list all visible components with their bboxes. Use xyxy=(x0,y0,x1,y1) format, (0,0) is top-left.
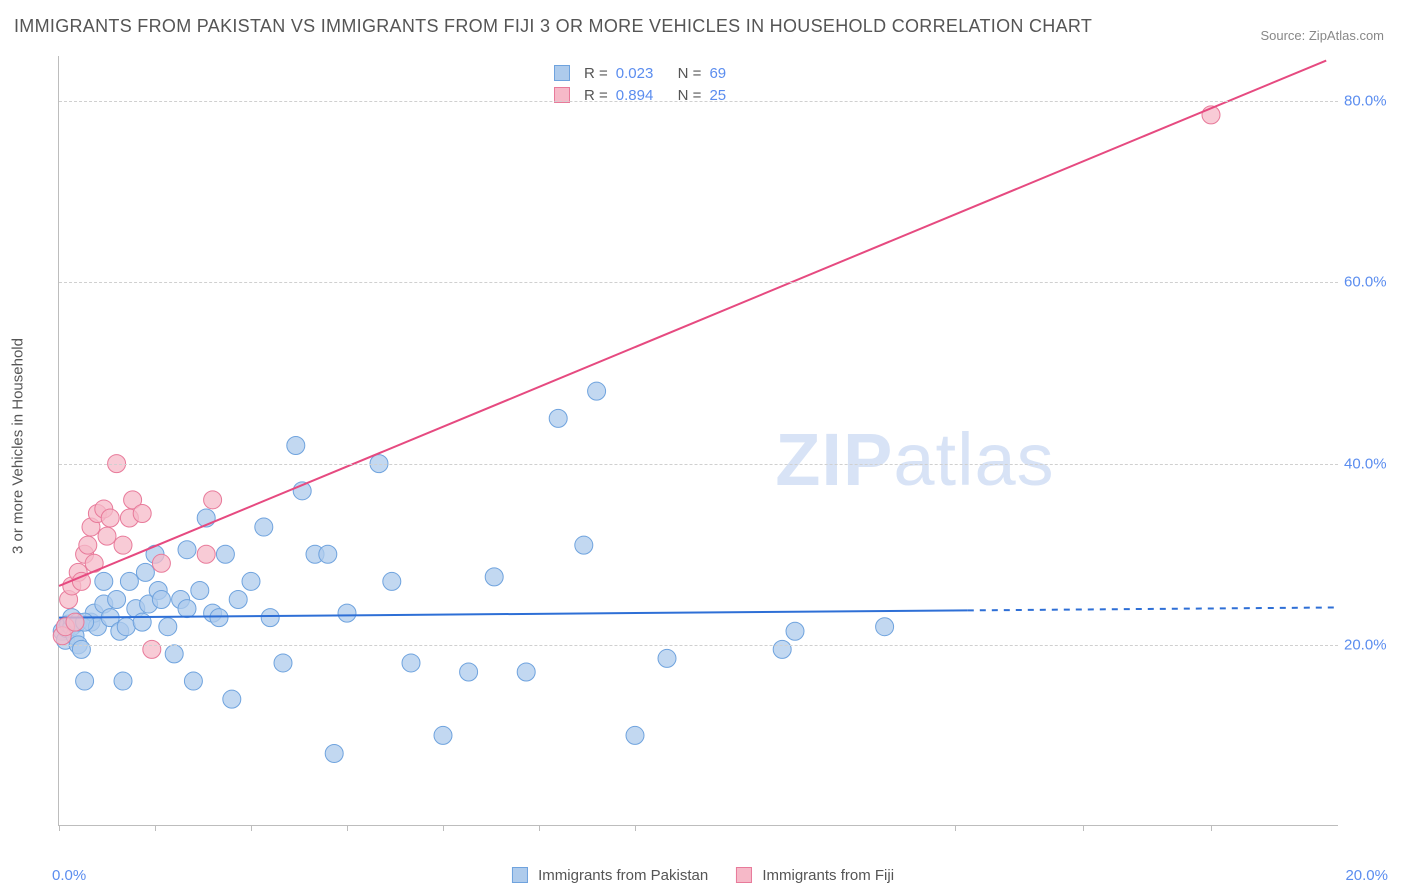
data-point-pakistan xyxy=(460,663,478,681)
r-label: R = xyxy=(584,85,608,107)
data-point-pakistan xyxy=(191,581,209,599)
gridline-h xyxy=(59,282,1338,283)
data-point-pakistan xyxy=(434,726,452,744)
data-point-fiji xyxy=(101,509,119,527)
data-point-pakistan xyxy=(114,672,132,690)
data-point-fiji xyxy=(79,536,97,554)
data-point-pakistan xyxy=(485,568,503,586)
data-point-pakistan xyxy=(658,649,676,667)
x-tick xyxy=(1083,825,1084,831)
data-point-pakistan xyxy=(210,609,228,627)
data-point-pakistan xyxy=(876,618,894,636)
data-point-pakistan xyxy=(223,690,241,708)
data-point-pakistan xyxy=(76,672,94,690)
data-point-pakistan xyxy=(319,545,337,563)
data-point-pakistan xyxy=(383,572,401,590)
data-point-pakistan xyxy=(108,591,126,609)
x-tick xyxy=(635,825,636,831)
data-point-pakistan xyxy=(575,536,593,554)
legend-item-fiji: Immigrants from Fiji xyxy=(736,867,894,884)
data-point-fiji xyxy=(114,536,132,554)
data-point-pakistan xyxy=(72,640,90,658)
r-value-fiji: 0.894 xyxy=(616,85,654,107)
data-point-pakistan xyxy=(626,726,644,744)
series-legend: Immigrants from Pakistan Immigrants from… xyxy=(512,867,894,884)
data-point-pakistan xyxy=(152,591,170,609)
data-point-fiji xyxy=(66,613,84,631)
chart-title: IMMIGRANTS FROM PAKISTAN VS IMMIGRANTS F… xyxy=(14,16,1092,37)
data-point-pakistan xyxy=(184,672,202,690)
x-tick xyxy=(955,825,956,831)
data-point-pakistan xyxy=(136,563,154,581)
plot-svg xyxy=(59,56,1338,825)
data-point-fiji xyxy=(98,527,116,545)
swatch-fiji-icon xyxy=(736,867,752,883)
n-value-pakistan: 69 xyxy=(709,63,726,85)
n-value-fiji: 25 xyxy=(709,85,726,107)
x-tick xyxy=(347,825,348,831)
data-point-pakistan xyxy=(588,382,606,400)
gridline-h xyxy=(59,464,1338,465)
data-point-pakistan xyxy=(165,645,183,663)
legend-row-fiji: R = 0.894 N = 25 xyxy=(554,85,726,107)
data-point-pakistan xyxy=(242,572,260,590)
y-tick-label: 20.0% xyxy=(1344,636,1396,653)
r-label: R = xyxy=(584,63,608,85)
x-tick xyxy=(539,825,540,831)
legend-row-pakistan: R = 0.023 N = 69 xyxy=(554,63,726,85)
y-axis-title: 3 or more Vehicles in Household xyxy=(10,338,27,554)
legend-label-pakistan: Immigrants from Pakistan xyxy=(538,867,708,884)
data-point-fiji xyxy=(143,640,161,658)
x-tick xyxy=(59,825,60,831)
n-label: N = xyxy=(678,85,702,107)
data-point-fiji xyxy=(152,554,170,572)
data-point-pakistan xyxy=(517,663,535,681)
data-point-pakistan xyxy=(178,600,196,618)
data-point-pakistan xyxy=(216,545,234,563)
data-point-pakistan xyxy=(338,604,356,622)
legend-item-pakistan: Immigrants from Pakistan xyxy=(512,867,708,884)
x-tick xyxy=(251,825,252,831)
x-tick xyxy=(443,825,444,831)
data-point-pakistan xyxy=(117,618,135,636)
gridline-h xyxy=(59,645,1338,646)
data-point-pakistan xyxy=(95,572,113,590)
gridline-h xyxy=(59,101,1338,102)
r-value-pakistan: 0.023 xyxy=(616,63,654,85)
data-point-pakistan xyxy=(229,591,247,609)
x-end-label: 20.0% xyxy=(1345,867,1388,884)
y-tick-label: 80.0% xyxy=(1344,93,1396,110)
data-point-pakistan xyxy=(773,640,791,658)
data-point-pakistan xyxy=(549,409,567,427)
plot-area: ZIPatlas R = 0.023 N = 69 R = 0.894 N = … xyxy=(58,56,1338,826)
data-point-pakistan xyxy=(159,618,177,636)
data-point-pakistan xyxy=(325,745,343,763)
data-point-pakistan xyxy=(402,654,420,672)
y-tick-label: 60.0% xyxy=(1344,274,1396,291)
data-point-fiji xyxy=(133,504,151,522)
data-point-pakistan xyxy=(261,609,279,627)
data-point-pakistan xyxy=(786,622,804,640)
data-point-pakistan xyxy=(287,437,305,455)
swatch-pakistan xyxy=(554,65,570,81)
data-point-pakistan xyxy=(255,518,273,536)
data-point-fiji xyxy=(197,545,215,563)
legend-label-fiji: Immigrants from Fiji xyxy=(762,867,894,884)
data-point-pakistan xyxy=(120,572,138,590)
source-label: Source: ZipAtlas.com xyxy=(1260,28,1384,43)
y-tick-label: 40.0% xyxy=(1344,455,1396,472)
data-point-pakistan xyxy=(178,541,196,559)
data-point-pakistan xyxy=(274,654,292,672)
x-tick xyxy=(155,825,156,831)
swatch-pakistan-icon xyxy=(512,867,528,883)
data-point-fiji xyxy=(204,491,222,509)
data-point-pakistan xyxy=(133,613,151,631)
n-label: N = xyxy=(678,63,702,85)
correlation-legend: R = 0.023 N = 69 R = 0.894 N = 25 xyxy=(545,58,735,112)
x-tick xyxy=(1211,825,1212,831)
x-origin-label: 0.0% xyxy=(52,867,86,884)
